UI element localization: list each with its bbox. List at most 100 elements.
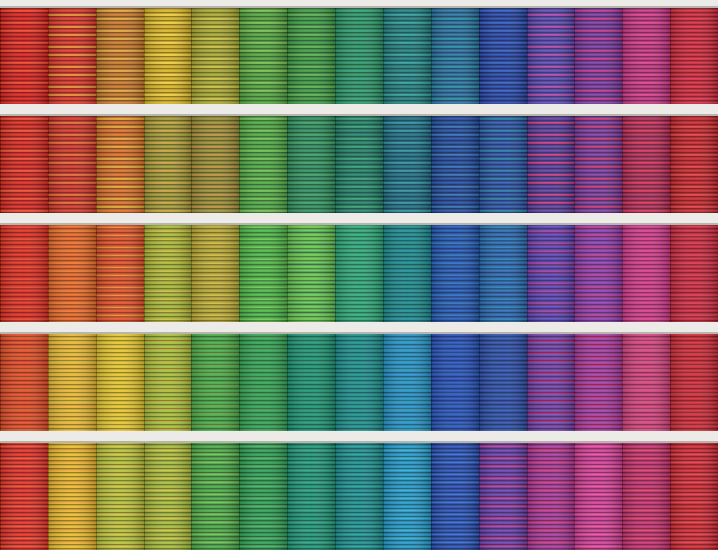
panel-shade xyxy=(479,225,527,322)
panel-shade xyxy=(383,8,431,104)
blind-panel xyxy=(0,334,48,431)
panel-shade xyxy=(670,225,718,322)
panel-shade xyxy=(574,443,622,550)
blind-panel xyxy=(622,8,670,104)
panel-shade xyxy=(48,225,96,322)
floor-band xyxy=(0,213,718,225)
blind-panel xyxy=(574,225,622,322)
panel-shade xyxy=(622,116,670,213)
blind-panel xyxy=(239,8,287,104)
panel-shade xyxy=(287,116,335,213)
panel-shade xyxy=(431,334,479,431)
blind-panel xyxy=(239,334,287,431)
floor-band xyxy=(0,431,718,443)
blind-panel xyxy=(383,225,431,322)
panel-shade xyxy=(335,443,383,550)
panel-shade xyxy=(335,334,383,431)
panel-shade xyxy=(670,334,718,431)
blind-panel xyxy=(239,443,287,550)
blind-panel xyxy=(431,443,479,550)
panel-shade xyxy=(287,443,335,550)
panel-shade xyxy=(0,116,48,213)
panel-shade xyxy=(239,225,287,322)
floor-band-shadow xyxy=(0,6,718,8)
panel-shade xyxy=(383,443,431,550)
panel-shade xyxy=(239,443,287,550)
panel-shade xyxy=(383,334,431,431)
panel-shade xyxy=(622,443,670,550)
blind-panel xyxy=(479,116,527,213)
blind-panel xyxy=(287,8,335,104)
panel-shade xyxy=(670,8,718,104)
blind-panel xyxy=(335,116,383,213)
panel-shade xyxy=(670,116,718,213)
blind-panel xyxy=(622,443,670,550)
panel-shade xyxy=(48,116,96,213)
panel-shade xyxy=(670,443,718,550)
blind-panel xyxy=(0,443,48,550)
floor-band-shadow xyxy=(0,114,718,116)
panel-shade xyxy=(239,334,287,431)
floor-band xyxy=(0,322,718,334)
blind-panel xyxy=(431,225,479,322)
blind-panel xyxy=(287,443,335,550)
panel-shade xyxy=(479,8,527,104)
panel-shade xyxy=(0,334,48,431)
blind-panel xyxy=(96,334,144,431)
blind-panel xyxy=(144,8,191,104)
panel-shade xyxy=(191,225,239,322)
panel-shade xyxy=(48,334,96,431)
blind-panel xyxy=(0,116,48,213)
blind-panel xyxy=(383,334,431,431)
blind-panel xyxy=(527,225,574,322)
panel-shade xyxy=(431,225,479,322)
panel-shade xyxy=(527,225,574,322)
blind-panel xyxy=(144,443,191,550)
blind-panel xyxy=(48,334,96,431)
blind-panel xyxy=(622,116,670,213)
blind-panel xyxy=(479,225,527,322)
blind-panel xyxy=(335,334,383,431)
panel-shade xyxy=(96,443,144,550)
blind-panel xyxy=(96,116,144,213)
blind-panel xyxy=(574,334,622,431)
panel-shade xyxy=(48,443,96,550)
blind-panel xyxy=(335,225,383,322)
panel-shade xyxy=(431,443,479,550)
panel-shade xyxy=(335,8,383,104)
blind-panel xyxy=(239,225,287,322)
blind-panel xyxy=(287,334,335,431)
panel-shade xyxy=(144,225,191,322)
blind-panel xyxy=(479,334,527,431)
panel-shade xyxy=(527,443,574,550)
panel-shade xyxy=(383,116,431,213)
panel-shade xyxy=(144,116,191,213)
panel-shade xyxy=(191,334,239,431)
blind-panel xyxy=(0,225,48,322)
blind-panel xyxy=(670,225,718,322)
blind-panel xyxy=(144,225,191,322)
blind-panel xyxy=(670,334,718,431)
panel-shade xyxy=(287,334,335,431)
panel-shade xyxy=(0,443,48,550)
panel-shade xyxy=(622,8,670,104)
blind-panel xyxy=(239,116,287,213)
panel-shade xyxy=(48,8,96,104)
panel-shade xyxy=(191,443,239,550)
blind-panel xyxy=(191,8,239,104)
blind-panel xyxy=(191,116,239,213)
floor-band-shadow xyxy=(0,332,718,334)
blind-panel xyxy=(479,443,527,550)
blind-panel xyxy=(287,225,335,322)
panel-shade xyxy=(527,8,574,104)
blind-panel xyxy=(96,443,144,550)
panel-shade xyxy=(479,116,527,213)
blind-panel xyxy=(527,334,574,431)
panel-shade xyxy=(622,225,670,322)
floor-band xyxy=(0,0,718,8)
panel-shade xyxy=(431,116,479,213)
blind-panel xyxy=(287,116,335,213)
panel-shade xyxy=(0,8,48,104)
blind-panel xyxy=(431,116,479,213)
panel-shade xyxy=(383,225,431,322)
